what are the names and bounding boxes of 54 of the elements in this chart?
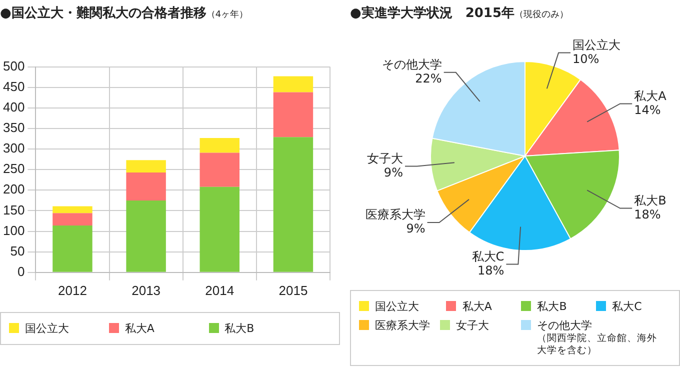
legend-label: その他大学: [537, 319, 592, 332]
data-label: 10%: [572, 52, 600, 66]
data-label: 18%: [478, 263, 504, 278]
data-label: 9%: [406, 222, 426, 236]
legend-label: 私大A: [462, 299, 492, 314]
data-label: 9%: [384, 165, 403, 180]
y-tick-label: 100: [2, 222, 25, 238]
text: （関西学院、立命館、海外大学を含む）: [537, 333, 658, 357]
x-tick-label: 2015: [278, 282, 308, 298]
slice-label: 私大C: [472, 249, 504, 264]
slice-label: その他大学: [382, 58, 442, 72]
y-tick-label: 300: [2, 140, 25, 156]
x-tick-label: 2014: [205, 282, 234, 298]
data-label: 18%: [634, 207, 661, 222]
y-tick-label: 150: [2, 202, 25, 218]
y-tick-label: 0: [17, 264, 25, 279]
bar: [52, 206, 92, 214]
y-tick-label: 200: [2, 182, 25, 197]
data-label: 22%: [415, 72, 442, 86]
legend-label: 医療系大学: [375, 318, 430, 333]
y-tick-label: 400: [2, 100, 25, 114]
legend-label: 私大A: [124, 321, 154, 336]
bar: [52, 213, 92, 226]
legend-label: 私大B: [224, 321, 254, 336]
bar: [126, 172, 166, 200]
x-tick-label: 2012: [58, 282, 87, 298]
y-tick-label: 450: [2, 78, 25, 94]
bar: [273, 76, 314, 92]
data-label: 14%: [634, 102, 661, 117]
slice-label: 国公立大: [572, 38, 621, 52]
bar: [200, 138, 240, 153]
bar: [200, 186, 240, 272]
bar: [273, 92, 314, 138]
legend-label: 女子大: [456, 318, 490, 333]
slice-label: 私大B: [634, 193, 666, 208]
y-tick-label: 350: [2, 120, 25, 136]
legend-label: 私大B: [537, 299, 567, 314]
bar: [126, 200, 166, 272]
bar: [200, 152, 240, 187]
y-tick-label: 250: [2, 161, 25, 176]
slice-label: 女子大: [366, 151, 403, 166]
bar: [126, 160, 166, 172]
chart-subtitle: （4ヶ年）: [206, 10, 248, 20]
y-tick-label: 500: [2, 58, 25, 74]
y-tick-label: 50: [10, 243, 25, 258]
slice-label: 医療系大学: [365, 208, 426, 222]
legend-label: 国公立大: [375, 299, 419, 314]
legend-label: 私大C: [612, 299, 642, 314]
slice-label: 私大A: [634, 88, 668, 103]
x-tick-label: 2013: [132, 282, 161, 298]
legend-label: 国公立大: [25, 321, 69, 336]
bar: [52, 226, 92, 272]
bar: [273, 137, 314, 272]
chart-subtitle: （現役のみ）: [514, 10, 569, 20]
